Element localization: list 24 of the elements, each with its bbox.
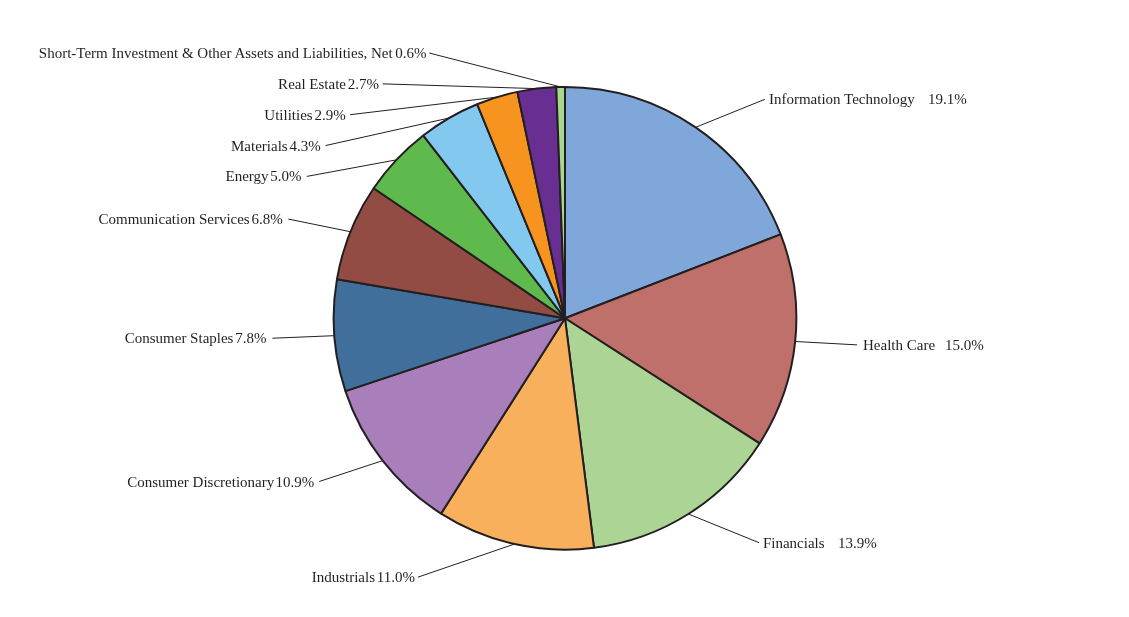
slice-label: Communication Services: [98, 211, 250, 228]
slice-label: Consumer Discretionary: [127, 473, 275, 490]
slice-label: Financials: [762, 534, 825, 551]
slice-label: Materials: [231, 137, 288, 154]
data-label: 4.3%: [289, 137, 321, 154]
slice-label: Industrials: [311, 569, 376, 586]
slice-label: Real Estate: [278, 75, 347, 92]
data-label: 2.9%: [314, 106, 346, 123]
slice-label: Information Technology: [768, 91, 916, 108]
data-label: 15.0%: [945, 336, 984, 353]
slice-label: Utilities: [264, 106, 313, 123]
data-label: 10.9%: [275, 473, 315, 490]
data-label: 0.6%: [395, 45, 427, 62]
data-label: 6.8%: [251, 211, 283, 228]
data-label: 7.8%: [235, 330, 267, 347]
data-label: 5.0%: [270, 168, 302, 185]
slice-label: Short-Term Investment & Other Assets and Liabilities, Net: [38, 45, 394, 62]
data-label: 11.0%: [376, 569, 415, 586]
slice-label: Consumer Staples: [124, 330, 234, 347]
data-label: 2.7%: [347, 75, 380, 92]
data-label: 13.9%: [837, 534, 877, 551]
slice-label: Health Care: [863, 336, 936, 353]
data-label: 19.1%: [927, 91, 967, 108]
slice-label: Energy: [225, 168, 270, 185]
